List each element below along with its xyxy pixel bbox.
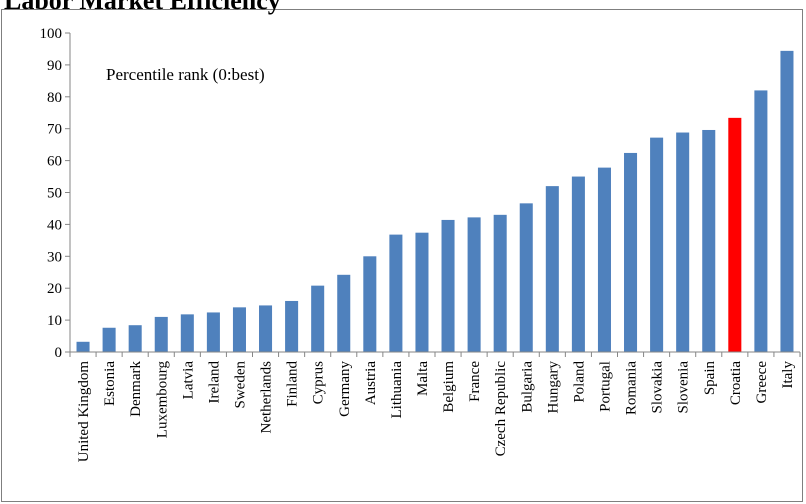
y-tick-label: 100 bbox=[40, 26, 63, 42]
bar-greece bbox=[754, 90, 768, 353]
x-tick-label: France bbox=[467, 361, 483, 402]
bar-cyprus bbox=[311, 285, 325, 352]
y-tick-label: 80 bbox=[47, 90, 62, 106]
x-tick-label: Ireland bbox=[206, 361, 222, 404]
bar-slovakia bbox=[650, 137, 664, 352]
x-tick-label: Romania bbox=[624, 361, 640, 415]
x-tick-label: Denmark bbox=[128, 361, 144, 417]
bar-romania bbox=[624, 152, 638, 352]
bar-slovenia bbox=[676, 132, 690, 352]
bar-lithuania bbox=[389, 234, 403, 352]
x-tick-label: Cyprus bbox=[311, 361, 327, 405]
bar-estonia bbox=[102, 327, 116, 352]
x-tick-label: Austria bbox=[363, 361, 379, 406]
x-tick-label: Greece bbox=[754, 361, 770, 404]
x-tick-label: Malta bbox=[415, 361, 431, 396]
x-tick-label: Spain bbox=[702, 361, 718, 396]
bar-france bbox=[467, 217, 481, 352]
bar-bulgaria bbox=[519, 203, 533, 352]
chart-title: Labor Market Efficiency bbox=[4, 0, 281, 15]
x-tick-label: Estonia bbox=[102, 361, 118, 406]
chart-annotation: Percentile rank (0:best) bbox=[106, 65, 265, 84]
x-tick-label: Slovenia bbox=[676, 361, 692, 414]
y-tick-label: 10 bbox=[47, 313, 62, 329]
y-axis: 0 10 20 30 40 50 60 70 80 90 100 bbox=[40, 26, 71, 361]
bar-portugal bbox=[597, 167, 611, 352]
bar-czech-republic bbox=[493, 214, 507, 352]
x-tick-label: Portugal bbox=[597, 361, 613, 412]
bar-denmark bbox=[128, 325, 142, 352]
bar-hungary bbox=[545, 186, 559, 352]
x-axis: United Kingdom Estonia Denmark Luxembourg La… bbox=[69, 351, 801, 463]
y-tick-label: 20 bbox=[47, 281, 62, 297]
y-tick-label: 90 bbox=[47, 58, 62, 74]
y-tick-label: 70 bbox=[47, 122, 62, 138]
bar-finland bbox=[285, 300, 299, 352]
bar-sweden bbox=[232, 307, 246, 352]
x-tick-label: Czech Republic bbox=[493, 361, 509, 457]
x-tick-label: Belgium bbox=[441, 361, 457, 413]
bar-italy bbox=[780, 50, 794, 352]
x-tick-label: Luxembourg bbox=[154, 361, 170, 439]
x-tick-label: Croatia bbox=[728, 361, 744, 405]
y-tick-label: 60 bbox=[47, 154, 62, 170]
x-tick-label: Netherlands bbox=[259, 361, 275, 434]
bar-spain bbox=[702, 129, 716, 352]
x-tick-label: Italy bbox=[780, 361, 796, 389]
bar-germany bbox=[337, 274, 351, 352]
x-tick-label: Poland bbox=[571, 361, 587, 403]
bar-luxembourg bbox=[154, 316, 168, 352]
y-tick-label: 0 bbox=[55, 345, 63, 361]
x-tick-label: Germany bbox=[337, 361, 353, 417]
bar-croatia bbox=[728, 117, 742, 352]
bars bbox=[76, 50, 794, 353]
x-tick-label: Bulgaria bbox=[519, 361, 535, 413]
y-tick-label: 30 bbox=[47, 249, 62, 265]
bar-ireland bbox=[206, 312, 220, 352]
bar-poland bbox=[571, 176, 585, 352]
x-tick-label: Latvia bbox=[180, 361, 196, 400]
x-tick-label: United Kingdom bbox=[76, 361, 92, 463]
bar-austria bbox=[363, 256, 377, 352]
x-tick-label: Sweden bbox=[232, 361, 248, 409]
x-tick-label: Lithuania bbox=[389, 361, 405, 419]
bar-united-kingdom bbox=[76, 341, 90, 352]
x-tick-label: Slovakia bbox=[650, 361, 666, 414]
x-tick-label: Hungary bbox=[545, 361, 561, 414]
x-tick-label: Finland bbox=[285, 361, 301, 407]
bar-belgium bbox=[441, 219, 455, 352]
bar-malta bbox=[415, 232, 429, 352]
y-tick-label: 50 bbox=[47, 186, 62, 202]
y-tick-label: 40 bbox=[47, 217, 62, 233]
bar-latvia bbox=[180, 314, 194, 352]
bar-netherlands bbox=[259, 305, 273, 352]
